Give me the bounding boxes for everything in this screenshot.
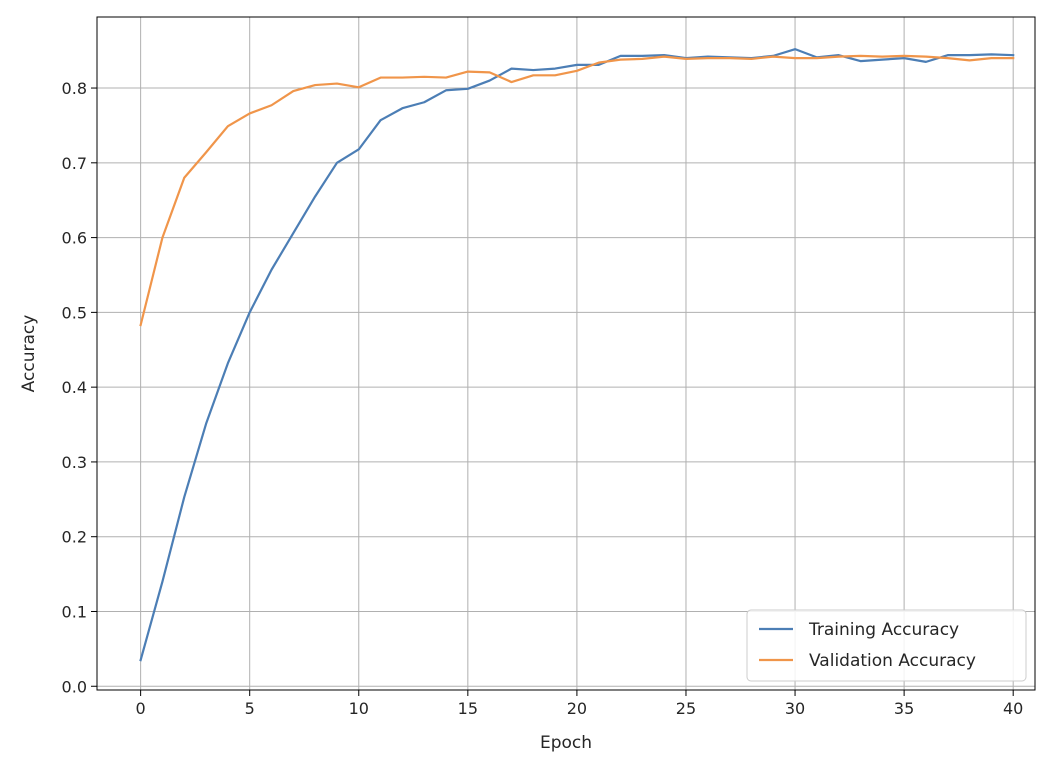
plot-area-frame <box>96 16 1036 691</box>
x-axis-label: Epoch <box>540 733 592 753</box>
x-tick-label: 0 <box>136 699 146 718</box>
y-tick-label: 0.4 <box>62 378 87 397</box>
x-axis-ticks: 0 5 10 15 20 25 30 35 40 <box>136 690 1023 718</box>
legend-box <box>746 609 1027 682</box>
x-tick-label: 20 <box>567 699 587 718</box>
y-tick-label: 0.7 <box>62 154 87 173</box>
y-tick-label: 0.1 <box>62 602 87 621</box>
legend-label-training-accuracy: Training Accuracy <box>808 620 959 640</box>
y-tick-label: 0.2 <box>62 528 87 547</box>
x-tick-label: 25 <box>676 699 696 718</box>
y-tick-label: 0.5 <box>62 303 87 322</box>
legend: Training Accuracy Validation Accuracy <box>746 609 1027 682</box>
y-axis-ticks: 0.0 0.1 0.2 0.3 0.4 0.5 0.6 0.7 0.8 <box>62 79 97 696</box>
y-tick-label: 0.8 <box>62 79 87 98</box>
y-tick-label: 0.6 <box>62 229 87 248</box>
series-line-training-accuracy <box>139 48 1015 662</box>
x-tick-label: 35 <box>894 699 914 718</box>
y-tick-label: 0.3 <box>62 453 87 472</box>
series-line-validation-accuracy <box>139 54 1015 327</box>
x-tick-label: 30 <box>785 699 805 718</box>
x-tick-label: 10 <box>349 699 369 718</box>
y-tick-label: 0.0 <box>62 677 87 696</box>
y-axis-label: Accuracy <box>19 315 39 393</box>
x-tick-label: 5 <box>245 699 255 718</box>
x-tick-label: 15 <box>458 699 478 718</box>
series-lines <box>139 48 1015 662</box>
x-tick-label: 40 <box>1003 699 1023 718</box>
legend-label-validation-accuracy: Validation Accuracy <box>809 651 976 671</box>
